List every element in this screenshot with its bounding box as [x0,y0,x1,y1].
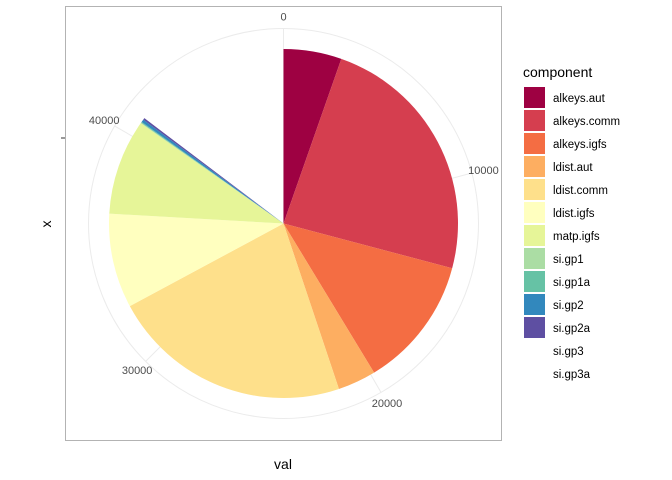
theta-tick-label: 0 [280,12,286,24]
legend-key-ldist-comm [524,179,545,200]
legend-label: ldist.comm [553,185,608,197]
legend-key-si-gp3a [524,363,545,384]
pie-slice-alkeys-igfs [283,223,453,373]
theta-tick-labels: 0 10000 20000 30000 40000 [89,12,499,410]
legend-label: alkeys.igfs [553,139,607,151]
pie-slice-ldist-igfs [108,213,284,307]
pie-slice-si-gp2 [141,119,284,224]
legend-label: si.gp2 [553,300,584,312]
legend-label: si.gp1a [553,277,591,289]
legend-label: si.gp2a [553,323,591,335]
theta-tick-label: 30000 [122,365,153,377]
pie-slice-alkeys-aut [283,49,342,224]
pie-slices [108,49,459,398]
pie-slice-ldist-aut [283,223,375,389]
theta-tick-label: 10000 [468,165,499,177]
legend-key-alkeys-comm [524,110,545,131]
legend-key-si-gp3 [524,340,545,361]
legend-label: si.gp3 [553,346,584,358]
pie-slice-si-gp2a [143,118,284,224]
legend: component alkeys.aut alkeys.comm alkeys.ig… [523,64,620,384]
legend-key-si-gp1 [524,248,545,269]
pie-slice-ldist-comm [129,223,339,398]
legend-key-alkeys-igfs [524,133,545,154]
legend-key-si-gp1a [524,271,545,292]
theta-tick-label: 20000 [372,398,403,410]
legend-title: component [523,64,592,80]
legend-key-matp-igfs [524,225,545,246]
pie-slice-alkeys-comm [283,58,459,269]
legend-label: ldist.aut [553,162,593,174]
legend-label: ldist.igfs [553,208,595,220]
legend-label: matp.igfs [553,231,600,243]
pie-slice-si-gp1 [140,122,284,224]
legend-key-ldist-aut [524,156,545,177]
legend-key-si-gp2 [524,294,545,315]
legend-label: si.gp1 [553,254,584,266]
pie-slice-matp-igfs [109,123,284,224]
theta-tick-label: 40000 [89,115,120,127]
x-axis-title: val [274,456,292,472]
pie-slice-si-gp1a [141,121,284,224]
legend-key-ldist-igfs [524,202,545,223]
legend-key-alkeys-aut [524,87,545,108]
legend-label: si.gp3a [553,369,591,381]
legend-label: alkeys.aut [553,93,606,105]
legend-key-si-gp2a [524,317,545,338]
y-axis-title: x [38,221,54,228]
legend-label: alkeys.comm [553,116,620,128]
